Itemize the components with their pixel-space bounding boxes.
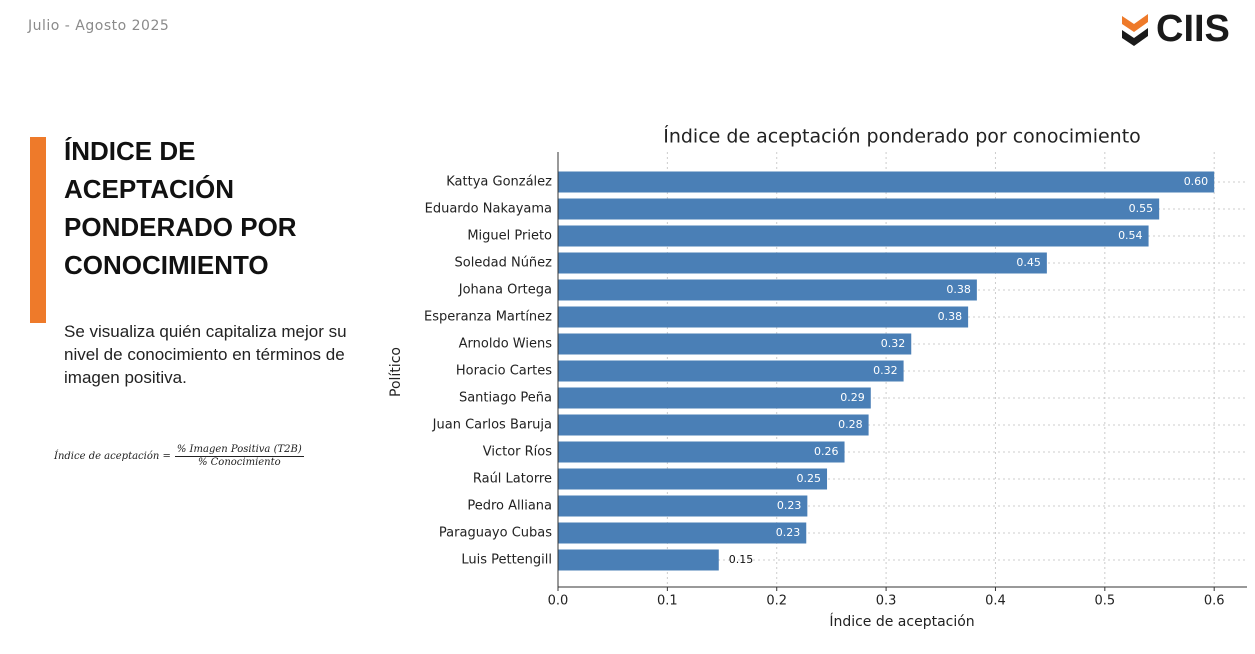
y-tick-label: Soledad Núñez [455, 256, 553, 271]
bar [558, 441, 845, 463]
value-label: 0.23 [777, 499, 802, 512]
bar [558, 279, 977, 301]
value-label: 0.32 [881, 337, 906, 350]
y-tick-label: Johana Ortega [458, 283, 552, 298]
bar [558, 549, 719, 571]
denominator: % Conocimiento [197, 457, 281, 468]
accent-bar [30, 137, 46, 323]
x-tick-label: 0.2 [766, 594, 787, 609]
bar [558, 414, 869, 436]
formula-lhs: Índice de aceptación = [54, 450, 171, 462]
bar [558, 387, 871, 409]
x-tick-label: 0.3 [876, 594, 897, 609]
value-label: 0.38 [938, 310, 963, 323]
value-label: 0.15 [729, 553, 754, 566]
y-tick-label: Esperanza Martínez [424, 310, 552, 325]
logo: CIIS [1156, 8, 1230, 50]
x-axis-label: Índice de aceptación [829, 613, 974, 630]
slide-title: ÍNDICE DE ACEPTACIÓN PONDERADO POR CONOC… [64, 136, 297, 280]
value-label: 0.54 [1118, 229, 1143, 242]
x-tick-label: 0.6 [1204, 594, 1225, 609]
y-tick-label: Victor Ríos [483, 445, 552, 460]
logo-icon [1122, 14, 1148, 46]
bar [558, 171, 1215, 193]
chart: Índice de aceptación ponderado por conoc… [388, 125, 1247, 630]
fraction: % Imagen Positiva (T2B) % Conocimiento [174, 444, 304, 468]
bar [558, 495, 808, 517]
description: Se visualiza quién capitaliza mejor su n… [64, 322, 347, 387]
value-label: 0.60 [1184, 175, 1209, 188]
value-label: 0.29 [840, 391, 865, 404]
value-label: 0.23 [776, 526, 801, 539]
y-tick-label: Juan Carlos Baruja [432, 418, 552, 433]
bar [558, 198, 1160, 220]
bar [558, 306, 969, 328]
y-tick-label: Pedro Alliana [467, 499, 552, 514]
y-tick-label: Paraguayo Cubas [439, 526, 552, 541]
value-label: 0.38 [946, 283, 971, 296]
value-label: 0.25 [797, 472, 822, 485]
x-tick-label: 0.1 [657, 594, 678, 609]
bar [558, 522, 807, 544]
bar [558, 360, 904, 382]
period: Julio - Agosto 2025 [28, 18, 170, 34]
x-tick-label: 0.4 [985, 594, 1006, 609]
formula: Índice de aceptación = % Imagen Positiva… [54, 444, 304, 468]
x-tick-label: 0.0 [548, 594, 569, 609]
y-tick-label: Luis Pettengill [461, 553, 552, 568]
value-label: 0.32 [873, 364, 898, 377]
bar [558, 468, 828, 490]
numerator: % Imagen Positiva (T2B) [174, 444, 304, 457]
bar [558, 333, 912, 355]
bar [558, 252, 1047, 274]
y-tick-label: Raúl Latorre [473, 472, 552, 487]
y-tick-label: Eduardo Nakayama [425, 202, 552, 217]
value-label: 0.55 [1129, 202, 1154, 215]
value-label: 0.28 [838, 418, 863, 431]
x-tick-label: 0.5 [1094, 594, 1115, 609]
y-tick-label: Santiago Peña [459, 391, 552, 406]
y-tick-label: Miguel Prieto [467, 229, 552, 244]
y-tick-label: Horacio Cartes [456, 364, 552, 379]
bar [558, 225, 1149, 247]
chart-title: Índice de aceptación ponderado por conoc… [663, 125, 1141, 148]
y-axis-label: Político [388, 347, 404, 397]
value-label: 0.45 [1016, 256, 1040, 269]
y-tick-label: Kattya González [446, 175, 552, 190]
y-tick-label: Arnoldo Wiens [459, 337, 553, 352]
value-label: 0.26 [814, 445, 839, 458]
